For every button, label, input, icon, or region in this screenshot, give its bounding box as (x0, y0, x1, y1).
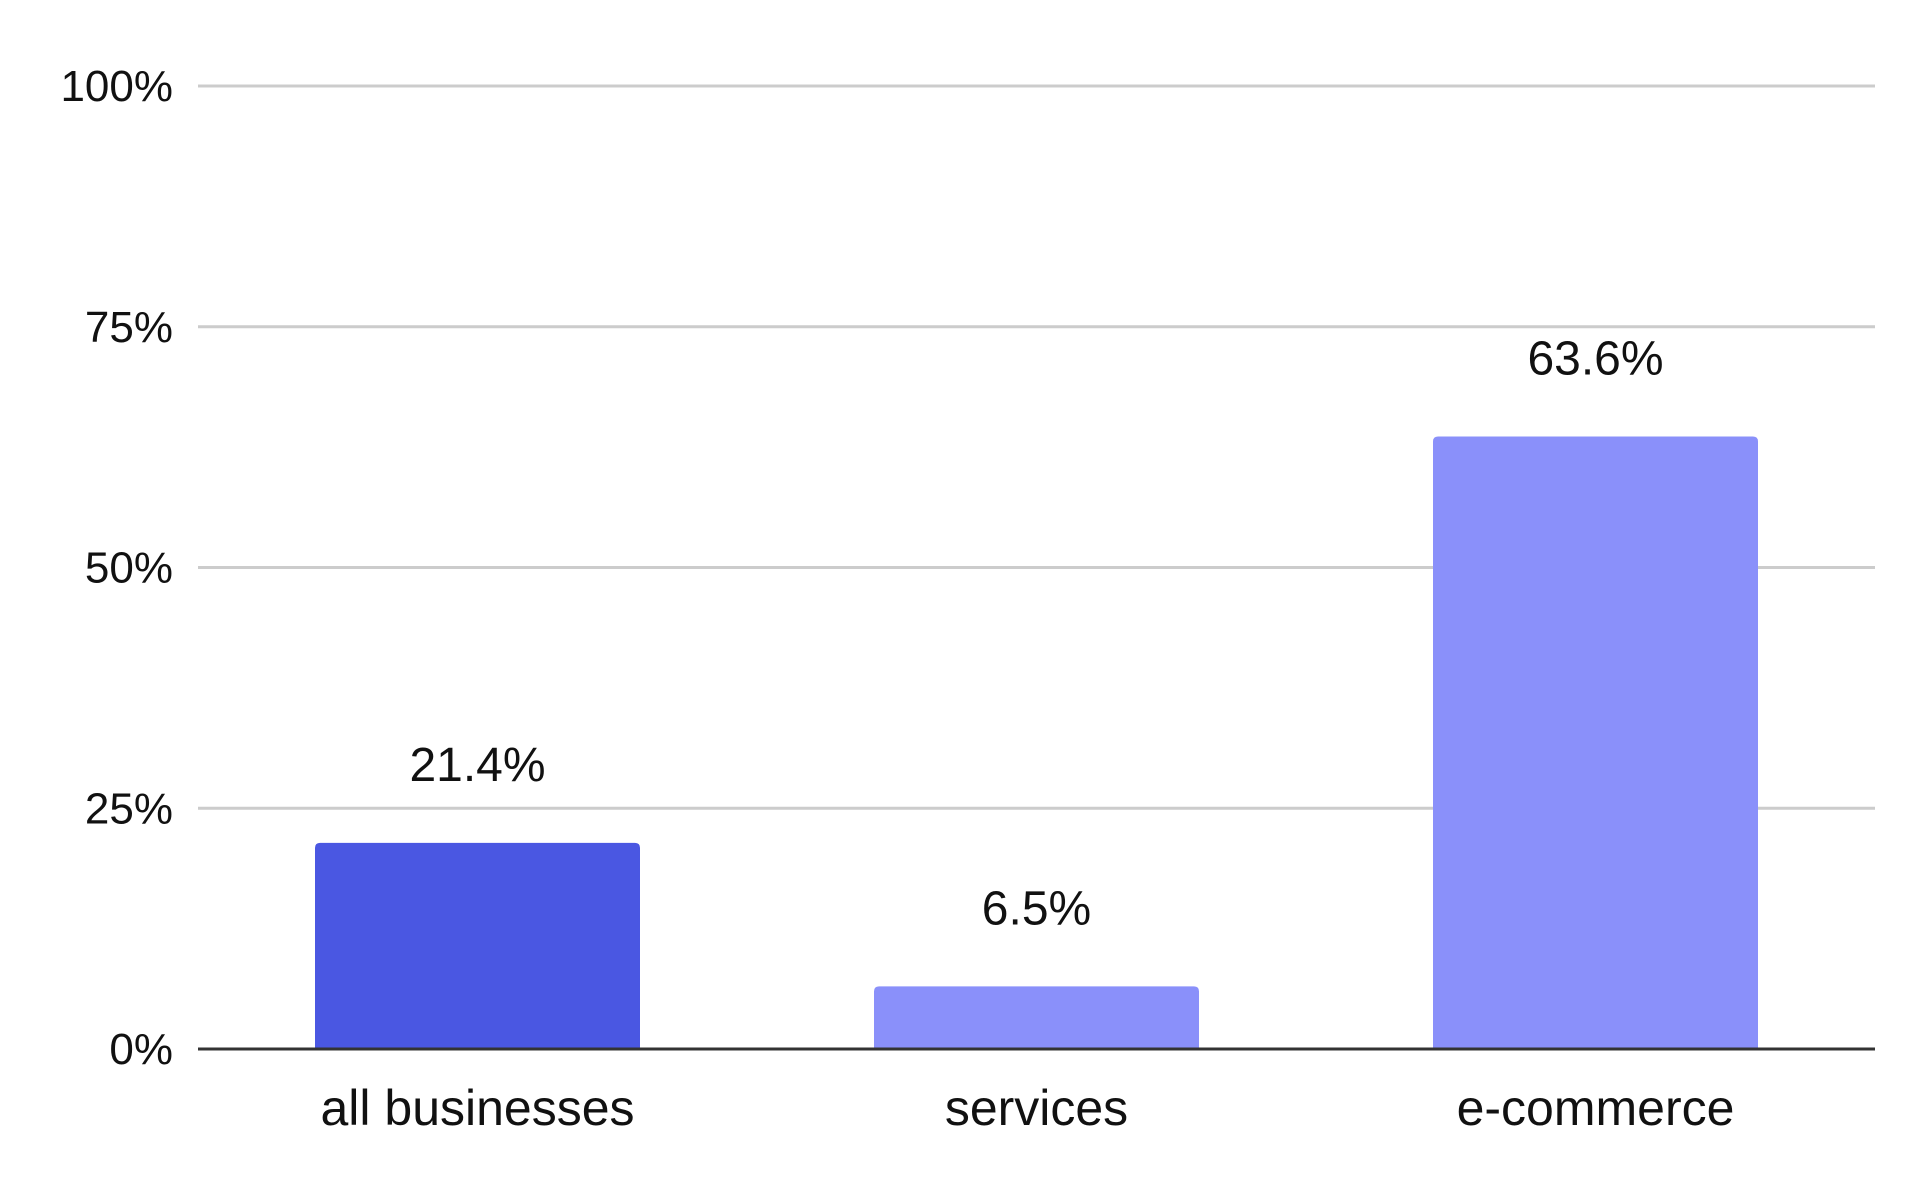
y-tick-label: 25% (85, 784, 173, 833)
y-axis-ticks: 0% 25% 50% 75% 100% (60, 62, 173, 1074)
y-tick-label: 50% (85, 544, 173, 593)
bar-all-businesses (315, 842, 640, 1049)
bars (315, 436, 1758, 1050)
y-tick-label: 100% (60, 62, 173, 111)
data-labels: 21.4% 6.5% 63.6% (409, 333, 1663, 936)
x-axis-categories: all businesses services e-commerce (320, 1080, 1734, 1136)
bar-e-commerce (1433, 436, 1758, 1050)
data-label: 6.5% (982, 882, 1091, 935)
data-label: 63.6% (1527, 333, 1663, 386)
x-category-label: all businesses (320, 1080, 634, 1136)
y-tick-label: 0% (109, 1025, 173, 1074)
x-category-label: services (945, 1080, 1128, 1136)
x-category-label: e-commerce (1457, 1080, 1735, 1136)
bar-services (874, 986, 1199, 1049)
y-tick-label: 75% (85, 303, 173, 352)
data-label: 21.4% (409, 739, 545, 792)
